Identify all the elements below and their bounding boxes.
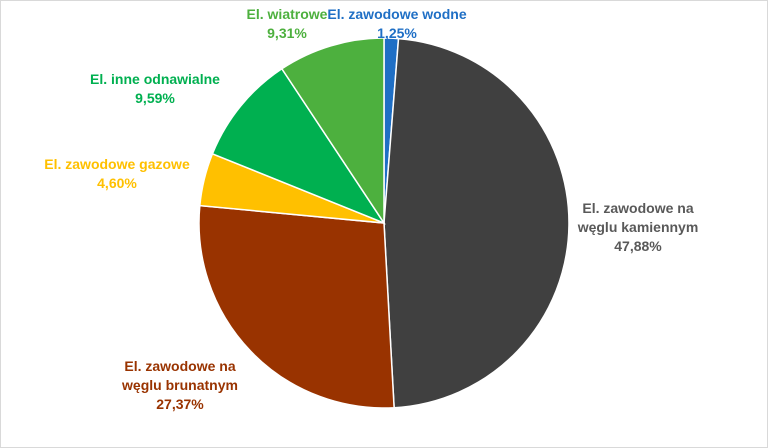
slice-percent: 27,37%	[156, 396, 204, 412]
slice-percent: 1,25%	[377, 25, 417, 41]
slice-percent: 4,60%	[97, 175, 137, 191]
pie-slice-5	[211, 67, 386, 225]
slice-name-line: El. zawodowe wodne	[327, 6, 467, 22]
slice-label-1: El. zawodowe wodne 1,25%	[327, 5, 466, 43]
slice-label-5: El. inne odnawialne 9,59%	[90, 70, 220, 108]
pie-slice-6	[280, 37, 385, 226]
slice-name-line: węglu kamiennym	[577, 219, 699, 235]
slice-percent: 9,31%	[267, 25, 307, 41]
slice-name-line: El. inne odnawialne	[90, 71, 220, 87]
slice-label-2: El. zawodowe na węglu kamiennym 47,88%	[578, 199, 699, 256]
slice-percent: 47,88%	[614, 238, 662, 254]
slice-name-line: El. zawodowe gazowe	[44, 156, 190, 172]
slice-name-line: El. zawodowe na	[582, 200, 694, 216]
slice-name-line: El. wiatrowe	[246, 6, 328, 22]
slice-label-4: El. zawodowe gazowe 4,60%	[44, 155, 189, 193]
slice-label-6: El. wiatrowe 9,31%	[247, 5, 328, 43]
pie-slice-2	[383, 37, 570, 409]
slice-name-line: węglu brunatnym	[122, 377, 238, 393]
slice-name-line: El. zawodowe na	[124, 358, 236, 374]
pie-slice-3	[198, 204, 395, 409]
slice-label-3: El. zawodowe na węglu brunatnym 27,37%	[122, 357, 238, 414]
slice-percent: 9,59%	[135, 90, 175, 106]
